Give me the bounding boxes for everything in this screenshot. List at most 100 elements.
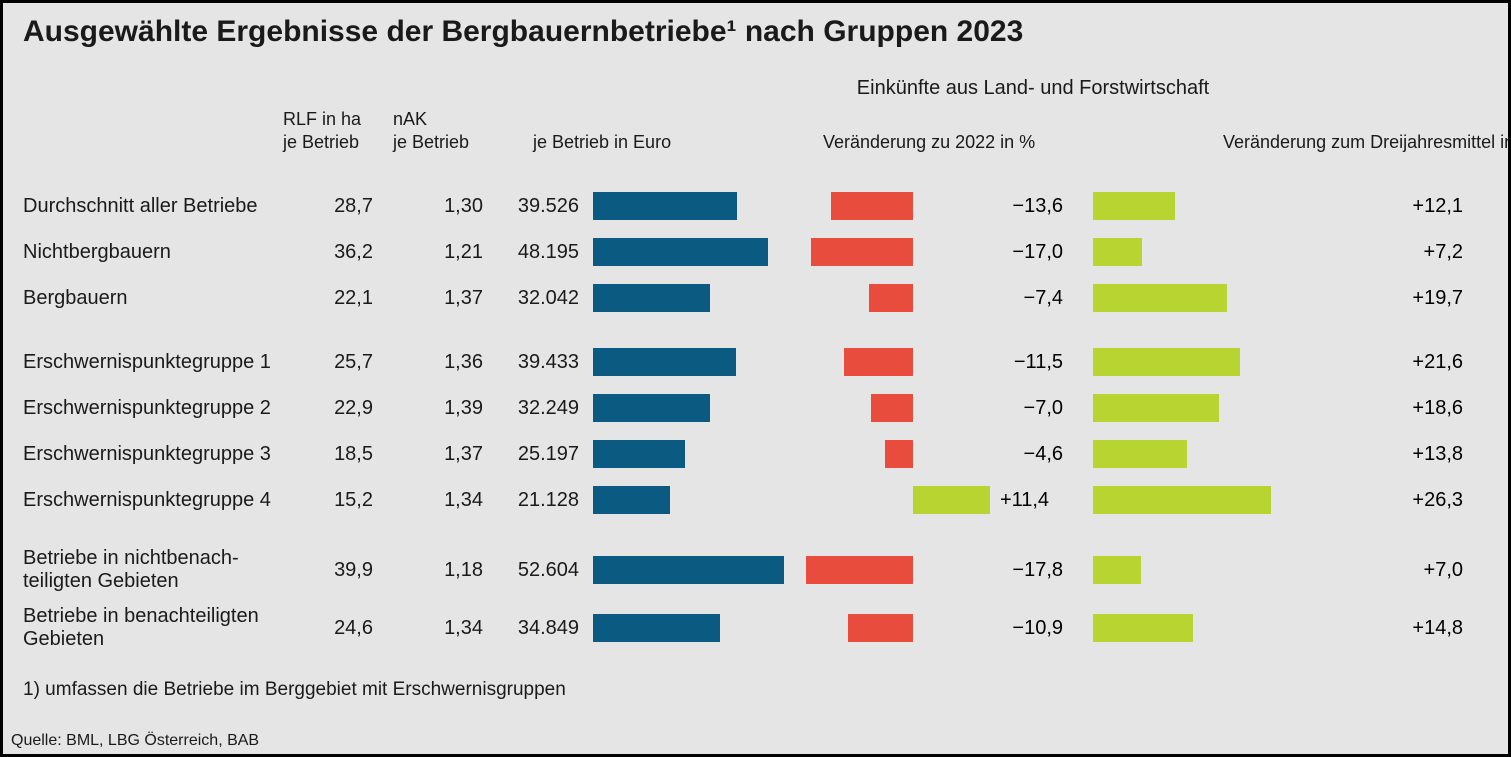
cell-nak: 1,30 — [393, 195, 503, 218]
cell-chg3yr: +12,1 — [1283, 195, 1463, 218]
table-row: Betriebe in nichtbenach- teiligten Gebie… — [23, 541, 1488, 599]
cell-nak: 1,36 — [393, 351, 503, 374]
cell-rlf: 25,7 — [283, 351, 393, 374]
cell-chg3yr: +7,2 — [1283, 241, 1463, 264]
row-label: Erschwernispunktegruppe 2 — [23, 397, 283, 420]
cell-rlf: 36,2 — [283, 241, 393, 264]
bar-chg3yr — [1093, 238, 1283, 266]
cell-euro-value: 21.128 — [503, 489, 593, 512]
cell-chg2022: −4,6 — [913, 443, 1093, 466]
row-label: Betriebe in nichtbenach- teiligten Gebie… — [23, 547, 283, 593]
cell-euro-value: 32.249 — [503, 397, 593, 420]
table-row: Bergbauern22,11,3732.042 −7,4 +19,7 — [23, 275, 1488, 321]
cell-chg3yr: +19,7 — [1283, 287, 1463, 310]
row-label: Durchschnitt aller Betriebe — [23, 195, 283, 218]
cell-nak: 1,18 — [393, 559, 503, 582]
table-row: Erschwernispunktegruppe 415,21,3421.128 +… — [23, 477, 1488, 523]
bar-chg3yr — [1093, 192, 1283, 220]
table-row: Erschwernispunktegruppe 318,51,3725.197 −… — [23, 431, 1488, 477]
hdr-euro: je Betrieb in Euro — [533, 131, 793, 154]
cell-chg3yr: +7,0 — [1283, 559, 1463, 582]
cell-chg2022: −13,6 — [913, 195, 1093, 218]
cell-nak: 1,37 — [393, 443, 503, 466]
bar-euro — [593, 394, 793, 422]
bar-euro — [593, 556, 793, 584]
hdr-rlf: RLF in ha je Betrieb — [283, 108, 393, 153]
row-label: Nichtbergbauern — [23, 241, 283, 264]
bar-euro — [593, 284, 793, 312]
hdr-nak: nAK je Betrieb — [393, 108, 503, 153]
table-row: Betriebe in benachteiligten Gebieten24,6… — [23, 599, 1488, 657]
bar-chg3yr — [1093, 394, 1283, 422]
cell-chg2022: −11,5 — [913, 351, 1093, 374]
cell-chg2022: −10,9 — [913, 617, 1093, 640]
bar-chg2022 — [793, 192, 913, 220]
cell-nak: 1,39 — [393, 397, 503, 420]
bar-chg2022 — [793, 556, 913, 584]
cell-chg2022: −17,8 — [913, 559, 1093, 582]
cell-nak: 1,34 — [393, 617, 503, 640]
table-row: Durchschnitt aller Betriebe28,71,3039.52… — [23, 183, 1488, 229]
cell-euro-value: 39.526 — [503, 195, 593, 218]
super-header-wrap: Einkünfte aus Land- und Forstwirtschaft — [603, 77, 1463, 100]
row-label: Betriebe in benachteiligten Gebieten — [23, 605, 283, 651]
cell-euro-value: 39.433 — [503, 351, 593, 374]
cell-chg2022: −17,0 — [913, 241, 1093, 264]
cell-rlf: 22,1 — [283, 287, 393, 310]
bar-chg2022 — [793, 486, 913, 514]
cell-nak: 1,21 — [393, 241, 503, 264]
row-label: Erschwernispunktegruppe 4 — [23, 489, 283, 512]
hdr-chg2022: Veränderung zu 2022 in % — [823, 131, 1093, 154]
bar-chg2022 — [793, 238, 913, 266]
chart-frame: Ausgewählte Ergebnisse der Bergbauernbet… — [0, 0, 1511, 757]
bar-euro — [593, 238, 793, 266]
bar-euro — [593, 486, 793, 514]
cell-chg3yr: +13,8 — [1283, 443, 1463, 466]
cell-rlf: 24,6 — [283, 617, 393, 640]
cell-euro-value: 32.042 — [503, 287, 593, 310]
cell-rlf: 28,7 — [283, 195, 393, 218]
cell-nak: 1,34 — [393, 489, 503, 512]
cell-rlf: 22,9 — [283, 397, 393, 420]
bar-chg2022 — [793, 284, 913, 312]
row-label: Bergbauern — [23, 287, 283, 310]
cell-chg3yr: +18,6 — [1283, 397, 1463, 420]
cell-rlf: 39,9 — [283, 559, 393, 582]
cell-nak: 1,37 — [393, 287, 503, 310]
source-line: Quelle: BML, LBG Österreich, BAB — [11, 732, 259, 750]
hdr-chg3yr: Veränderung zum Dreijahresmittel in % — [1223, 131, 1463, 154]
cell-rlf: 15,2 — [283, 489, 393, 512]
bar-chg3yr — [1093, 556, 1283, 584]
bar-chg3yr — [1093, 486, 1283, 514]
column-headers: RLF in ha je Betrieb nAK je Betrieb je B… — [23, 108, 1488, 153]
bar-chg2022 — [793, 440, 913, 468]
cell-chg3yr: +26,3 — [1283, 489, 1463, 512]
table-row: Erschwernispunktegruppe 125,71,3639.433 −… — [23, 339, 1488, 385]
cell-euro-value: 48.195 — [503, 241, 593, 264]
row-label: Erschwernispunktegruppe 1 — [23, 351, 283, 374]
table-row: Erschwernispunktegruppe 222,91,3932.249 −… — [23, 385, 1488, 431]
cell-euro-value: 52.604 — [503, 559, 593, 582]
bar-euro — [593, 614, 793, 642]
group-gap — [23, 321, 1488, 339]
cell-euro-value: 25.197 — [503, 443, 593, 466]
bar-chg3yr — [1093, 614, 1283, 642]
table-row: Nichtbergbauern36,21,2148.195 −17,0 +7,2 — [23, 229, 1488, 275]
row-label: Erschwernispunktegruppe 3 — [23, 443, 283, 466]
cell-rlf: 18,5 — [283, 443, 393, 466]
bar-chg2022 — [793, 348, 913, 376]
cell-chg3yr: +14,8 — [1283, 617, 1463, 640]
cell-chg2022: −7,4 — [913, 287, 1093, 310]
cell-chg2022: −7,0 — [913, 397, 1093, 420]
footnote: 1) umfassen die Betriebe im Berggebiet m… — [23, 679, 1488, 701]
cell-chg3yr: +21,6 — [1283, 351, 1463, 374]
rows-container: Durchschnitt aller Betriebe28,71,3039.52… — [23, 183, 1488, 657]
bar-euro — [593, 440, 793, 468]
bar-chg2022 — [793, 614, 913, 642]
group-gap — [23, 523, 1488, 541]
bar-chg3yr — [1093, 440, 1283, 468]
cell-chg2022: +11,4 — [913, 486, 1093, 514]
cell-euro-value: 34.849 — [503, 617, 593, 640]
bar-chg3yr — [1093, 348, 1283, 376]
bar-chg3yr — [1093, 284, 1283, 312]
